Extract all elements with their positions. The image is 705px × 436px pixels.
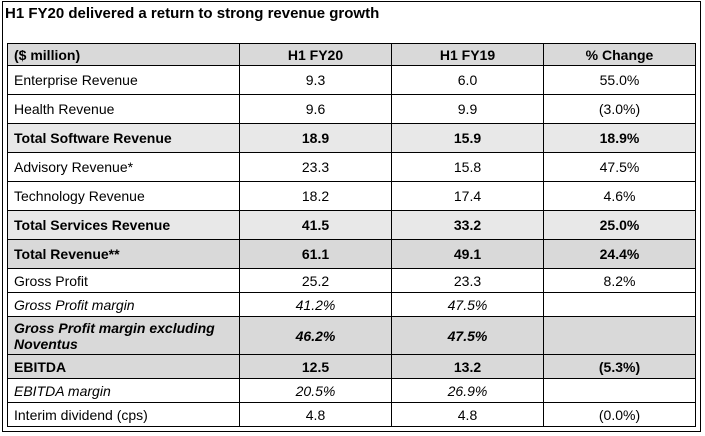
table-row: EBITDA 12.5 13.2 (5.3%) [7, 354, 696, 379]
value-cell: 41.5 [239, 210, 392, 240]
row-label-cell: EBITDA margin [7, 378, 240, 403]
table-row: Health Revenue 9.6 9.9 (3.0%) [7, 94, 696, 124]
row-label-cell: Gross Profit [7, 268, 240, 293]
row-label-cell: Total Software Revenue [7, 123, 240, 153]
header-cell: ($ million) [7, 43, 240, 66]
header-cell: H1 FY19 [391, 43, 544, 66]
value-cell: 18.9% [543, 123, 696, 153]
table-row: EBITDA margin 20.5% 26.9% [7, 378, 696, 403]
row-label-cell: Health Revenue [7, 94, 240, 124]
value-cell: 25.0% [543, 210, 696, 240]
value-cell: 47.5% [391, 292, 544, 317]
value-cell [543, 378, 696, 403]
value-cell: (3.0%) [543, 94, 696, 124]
value-cell: 18.9 [239, 123, 392, 153]
header-cell: H1 FY20 [239, 43, 392, 66]
table-row: Total Software Revenue 18.9 15.9 18.9% [7, 123, 696, 153]
section-heading: H1 FY20 delivered a return to strong rev… [5, 5, 380, 22]
row-label-cell: Advisory Revenue* [7, 152, 240, 182]
value-cell: 47.5% [391, 316, 544, 355]
value-cell: (5.3%) [543, 354, 696, 379]
row-label-cell: Enterprise Revenue [7, 65, 240, 95]
value-cell: 9.9 [391, 94, 544, 124]
financial-table: ($ million) H1 FY20 H1 FY19 % Change Ent… [7, 43, 696, 427]
value-cell: 49.1 [391, 239, 544, 269]
value-cell: 18.2 [239, 181, 392, 211]
value-cell: 12.5 [239, 354, 392, 379]
table-row: Interim dividend (cps) 4.8 4.8 (0.0%) [7, 402, 696, 427]
value-cell: 13.2 [391, 354, 544, 379]
value-cell: 4.8 [239, 402, 392, 427]
row-label-cell: Technology Revenue [7, 181, 240, 211]
value-cell: 33.2 [391, 210, 544, 240]
value-cell: 20.5% [239, 378, 392, 403]
row-label-cell: Total Revenue** [7, 239, 240, 269]
value-cell: 61.1 [239, 239, 392, 269]
value-cell [543, 292, 696, 317]
row-label-cell: Gross Profit margin excluding Noventus [7, 316, 240, 355]
table-row: Advisory Revenue* 23.3 15.8 47.5% [7, 152, 696, 182]
value-cell: 9.6 [239, 94, 392, 124]
value-cell: 8.2% [543, 268, 696, 293]
value-cell: 6.0 [391, 65, 544, 95]
value-cell: 17.4 [391, 181, 544, 211]
value-cell: 26.9% [391, 378, 544, 403]
row-label-cell: Interim dividend (cps) [7, 402, 240, 427]
value-cell: 15.8 [391, 152, 544, 182]
value-cell: 4.8 [391, 402, 544, 427]
table-row: Gross Profit margin 41.2% 47.5% [7, 292, 696, 317]
row-label-cell: EBITDA [7, 354, 240, 379]
value-cell: 4.6% [543, 181, 696, 211]
value-cell: 23.3 [391, 268, 544, 293]
value-cell: 23.3 [239, 152, 392, 182]
value-cell: 41.2% [239, 292, 392, 317]
value-cell: 24.4% [543, 239, 696, 269]
table-row: Total Revenue** 61.1 49.1 24.4% [7, 239, 696, 269]
table-row: Enterprise Revenue 9.3 6.0 55.0% [7, 65, 696, 95]
value-cell: 9.3 [239, 65, 392, 95]
value-cell [543, 316, 696, 355]
row-label-cell: Gross Profit margin [7, 292, 240, 317]
value-cell: (0.0%) [543, 402, 696, 427]
value-cell: 46.2% [239, 316, 392, 355]
row-label-cell: Total Services Revenue [7, 210, 240, 240]
table-header-row: ($ million) H1 FY20 H1 FY19 % Change [7, 43, 696, 66]
table-row: Gross Profit margin excluding Noventus 46… [7, 316, 696, 355]
value-cell: 55.0% [543, 65, 696, 95]
header-cell: % Change [543, 43, 696, 66]
value-cell: 25.2 [239, 268, 392, 293]
value-cell: 15.9 [391, 123, 544, 153]
table-row: Total Services Revenue 41.5 33.2 25.0% [7, 210, 696, 240]
table-row: Technology Revenue 18.2 17.4 4.6% [7, 181, 696, 211]
value-cell: 47.5% [543, 152, 696, 182]
table-row: Gross Profit 25.2 23.3 8.2% [7, 268, 696, 293]
